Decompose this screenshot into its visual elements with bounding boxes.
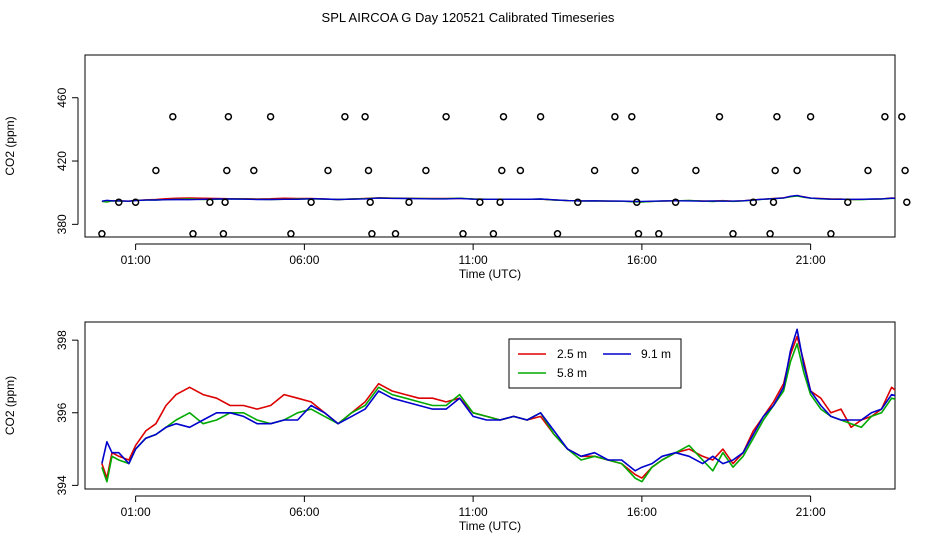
panel-top: 01:00 06:00 11:00 16:00 21:00 Time (UTC) 380 42… — [3, 54, 911, 281]
data-point — [499, 112, 508, 121]
data-point — [729, 230, 737, 238]
data-point — [221, 198, 229, 206]
data-point — [769, 198, 778, 206]
data-point — [324, 166, 332, 175]
data-point — [536, 112, 545, 121]
x-tick-label-top: 21:00 — [796, 253, 826, 267]
data-point — [628, 112, 636, 121]
data-point — [131, 198, 140, 206]
data-point — [864, 166, 872, 175]
data-point — [553, 230, 562, 238]
legend-label-5-8m: 5.8 m — [557, 366, 587, 380]
data-point — [498, 166, 506, 175]
series-line-9-1-m-top — [101, 194, 895, 203]
data-point — [655, 230, 663, 238]
x-tick-label-bottom: 11:00 — [459, 505, 488, 519]
data-point — [224, 112, 233, 121]
x-tick-label-top: 01:00 — [121, 253, 151, 267]
legend: 2.5 m 5.8 m 9.1 m — [508, 338, 682, 389]
y-tick-label-top: 420 — [55, 151, 69, 171]
panel-bottom: 01:00 06:00 11:00 16:00 21:00 Time (UTC) 394 39… — [3, 321, 896, 533]
data-point — [827, 230, 835, 238]
data-point — [476, 198, 484, 206]
data-point — [115, 198, 123, 206]
x-tick-label-bottom: 06:00 — [289, 505, 319, 519]
data-point — [671, 198, 680, 206]
data-point — [368, 230, 376, 238]
data-point — [391, 230, 400, 238]
data-point — [206, 198, 214, 206]
data-point — [771, 166, 779, 175]
plot-frame-top — [84, 54, 896, 238]
data-point — [773, 112, 781, 121]
series-line-2-5-m-bottom — [101, 335, 895, 479]
x-tick-label-bottom: 01:00 — [121, 505, 151, 519]
data-point — [844, 198, 852, 206]
data-point — [881, 112, 889, 121]
data-point — [574, 198, 582, 206]
data-point — [631, 166, 639, 175]
data-point — [634, 230, 643, 238]
data-point — [341, 112, 349, 121]
data-point — [496, 198, 504, 206]
data-point — [749, 198, 758, 206]
data-point — [459, 230, 467, 238]
data-point — [266, 112, 275, 121]
legend-label-9-1m: 9.1 m — [641, 347, 671, 361]
data-point — [169, 112, 177, 121]
data-point — [692, 166, 700, 175]
data-point — [901, 166, 909, 175]
data-point — [307, 198, 315, 206]
data-point — [189, 230, 197, 238]
data-point — [223, 166, 231, 175]
data-point — [98, 230, 106, 238]
data-point — [898, 112, 906, 121]
data-point — [903, 198, 911, 206]
data-point — [611, 112, 619, 121]
data-point — [715, 112, 724, 121]
chart-title: SPL AIRCOA G Day 120521 Calibrated Times… — [322, 10, 615, 25]
legend-label-2-5m: 2.5 m — [557, 347, 587, 361]
x-tick-label-bottom: 16:00 — [627, 505, 657, 519]
data-point — [516, 166, 525, 175]
data-point — [152, 166, 160, 175]
x-tick-label-top: 11:00 — [459, 253, 488, 267]
data-point — [366, 198, 374, 206]
x-axis-label-bottom: Time (UTC) — [459, 519, 521, 533]
legend-box — [508, 338, 682, 389]
x-tick-label-bottom: 21:00 — [796, 505, 826, 519]
y-axis-label-bottom: CO2 (ppm) — [3, 376, 17, 435]
x-tick-label-top: 06:00 — [289, 253, 319, 267]
data-point — [489, 230, 498, 238]
x-tick-label-top: 16:00 — [627, 253, 657, 267]
plot-frame-bottom — [84, 321, 896, 490]
y-tick-label-bottom: 398 — [55, 330, 69, 350]
data-point — [590, 166, 599, 175]
x-axis-label-top: Time (UTC) — [459, 267, 521, 281]
y-tick-label-top: 460 — [55, 87, 69, 107]
y-tick-label-bottom: 394 — [55, 475, 69, 495]
data-point — [405, 198, 413, 206]
data-point — [250, 166, 258, 175]
data-point — [806, 112, 815, 121]
data-point — [442, 112, 450, 121]
data-point — [422, 166, 430, 175]
data-point — [219, 230, 228, 238]
data-point — [766, 230, 774, 238]
data-point — [793, 166, 801, 175]
data-point — [361, 112, 369, 121]
y-tick-label-bottom: 396 — [55, 402, 69, 422]
data-point — [287, 230, 295, 238]
y-axis-label-top: CO2 (ppm) — [3, 116, 17, 175]
data-point — [364, 166, 373, 175]
series-line-9-1-m-bottom — [101, 328, 895, 472]
y-tick-label-top: 380 — [55, 214, 69, 234]
data-point — [633, 198, 641, 206]
